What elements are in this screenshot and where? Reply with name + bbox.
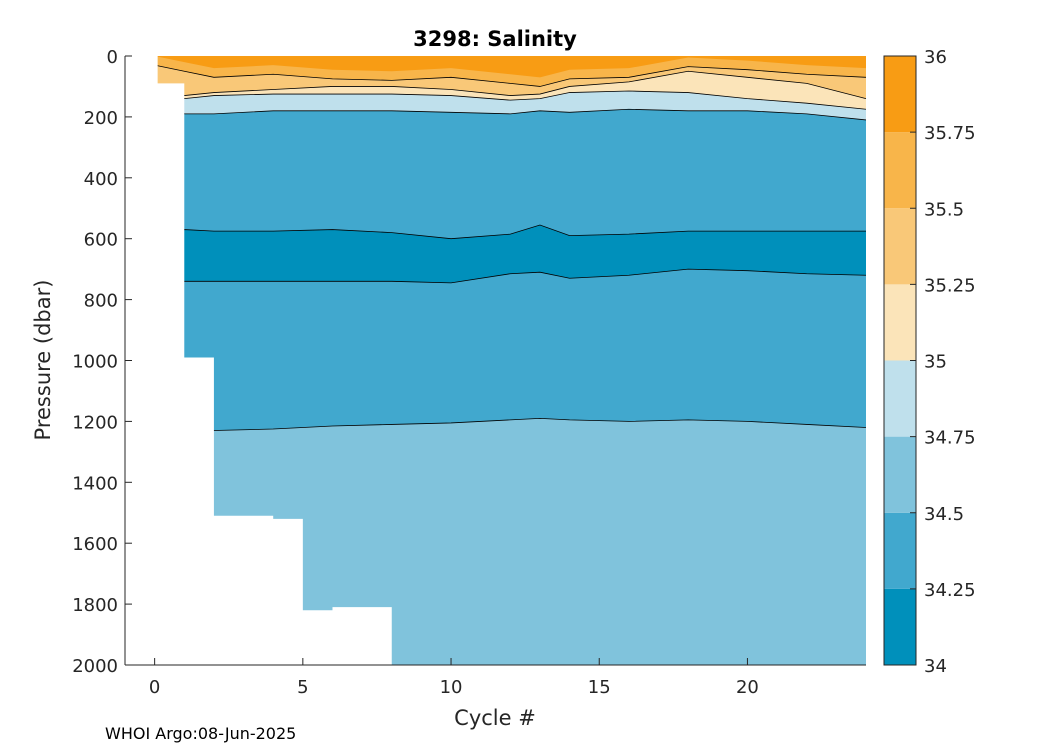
contour-line-s34-75 — [154, 86, 867, 110]
y-tick-label: 200 — [84, 108, 118, 129]
colorbar-segment — [884, 56, 916, 133]
band-34-75-shallow — [154, 86, 866, 120]
footer-credit: WHOI Argo:08-Jun-2025 — [105, 724, 297, 743]
x-tick-label: 20 — [736, 677, 759, 698]
colorbar-tick-label: 35.75 — [924, 123, 976, 144]
x-tick-label: 10 — [440, 677, 463, 698]
colorbar-tick-label: 35.25 — [924, 275, 976, 296]
contour-line-s35 — [154, 70, 867, 100]
colorbar-segment — [884, 588, 916, 665]
contour-line-s35-25 — [154, 64, 867, 87]
y-tick-label: 600 — [84, 230, 118, 251]
y-tick-label: 2000 — [72, 656, 118, 677]
band-34-5-deep — [154, 418, 866, 665]
band-35-25 — [154, 65, 866, 99]
y-tick-label: 1800 — [72, 595, 118, 616]
colorbar-tick-label: 36 — [924, 47, 947, 68]
colorbar-segment — [884, 284, 916, 361]
plot-area — [154, 56, 866, 665]
chart-title: 3298: Salinity — [413, 27, 577, 51]
y-tick-label: 1000 — [72, 352, 118, 373]
y-tick-label: 1200 — [72, 412, 118, 433]
contour-line-s34-75_deep — [154, 417, 867, 431]
colorbar-tick-label: 35.5 — [924, 199, 964, 220]
colorbar-segment — [884, 436, 916, 513]
band-34-core — [154, 224, 866, 283]
band-35-75-surface — [154, 56, 866, 78]
no-data-mask — [125, 56, 866, 665]
x-tick-label: 0 — [149, 677, 160, 698]
x-tick-label: 5 — [297, 677, 308, 698]
colorbar-tick-label: 34.25 — [924, 580, 976, 601]
y-axis-label: Pressure (dbar) — [31, 280, 55, 441]
colorbar-tick-label: 34.5 — [924, 504, 964, 525]
band-34-25-lower — [154, 269, 866, 431]
band-35 — [154, 71, 866, 110]
y-tick-label: 1600 — [72, 534, 118, 555]
colorbar-segment — [884, 132, 916, 209]
colorbar-segment — [884, 512, 916, 589]
x-tick-label: 15 — [588, 677, 611, 698]
colorbar: 34 34.25 34.5 34.75 35 35.25 35.5 35.75 36 — [883, 47, 976, 677]
colorbar-tick-label: 35 — [924, 352, 947, 373]
colorbar-segment — [884, 208, 916, 285]
contour-lines — [125, 56, 867, 665]
colorbar-segment — [884, 360, 916, 437]
x-axis-label: Cycle # — [454, 706, 536, 730]
y-tick-label: 800 — [84, 291, 118, 312]
contour-line-core-top — [154, 224, 866, 240]
y-tick-label: 400 — [84, 169, 118, 190]
contour-line-core-bottom — [154, 268, 867, 284]
axes: 0 5 10 15 2002004006008001000120014001600180… — [72, 47, 866, 698]
contour-line-s34-5 — [154, 87, 867, 121]
colorbar-tick-label: 34 — [924, 656, 947, 677]
colorbar-tick-label: 34.75 — [924, 428, 976, 449]
y-tick-label: 1400 — [72, 473, 118, 494]
y-tick-label: 0 — [107, 47, 118, 68]
band-34-25-upper — [154, 87, 866, 239]
